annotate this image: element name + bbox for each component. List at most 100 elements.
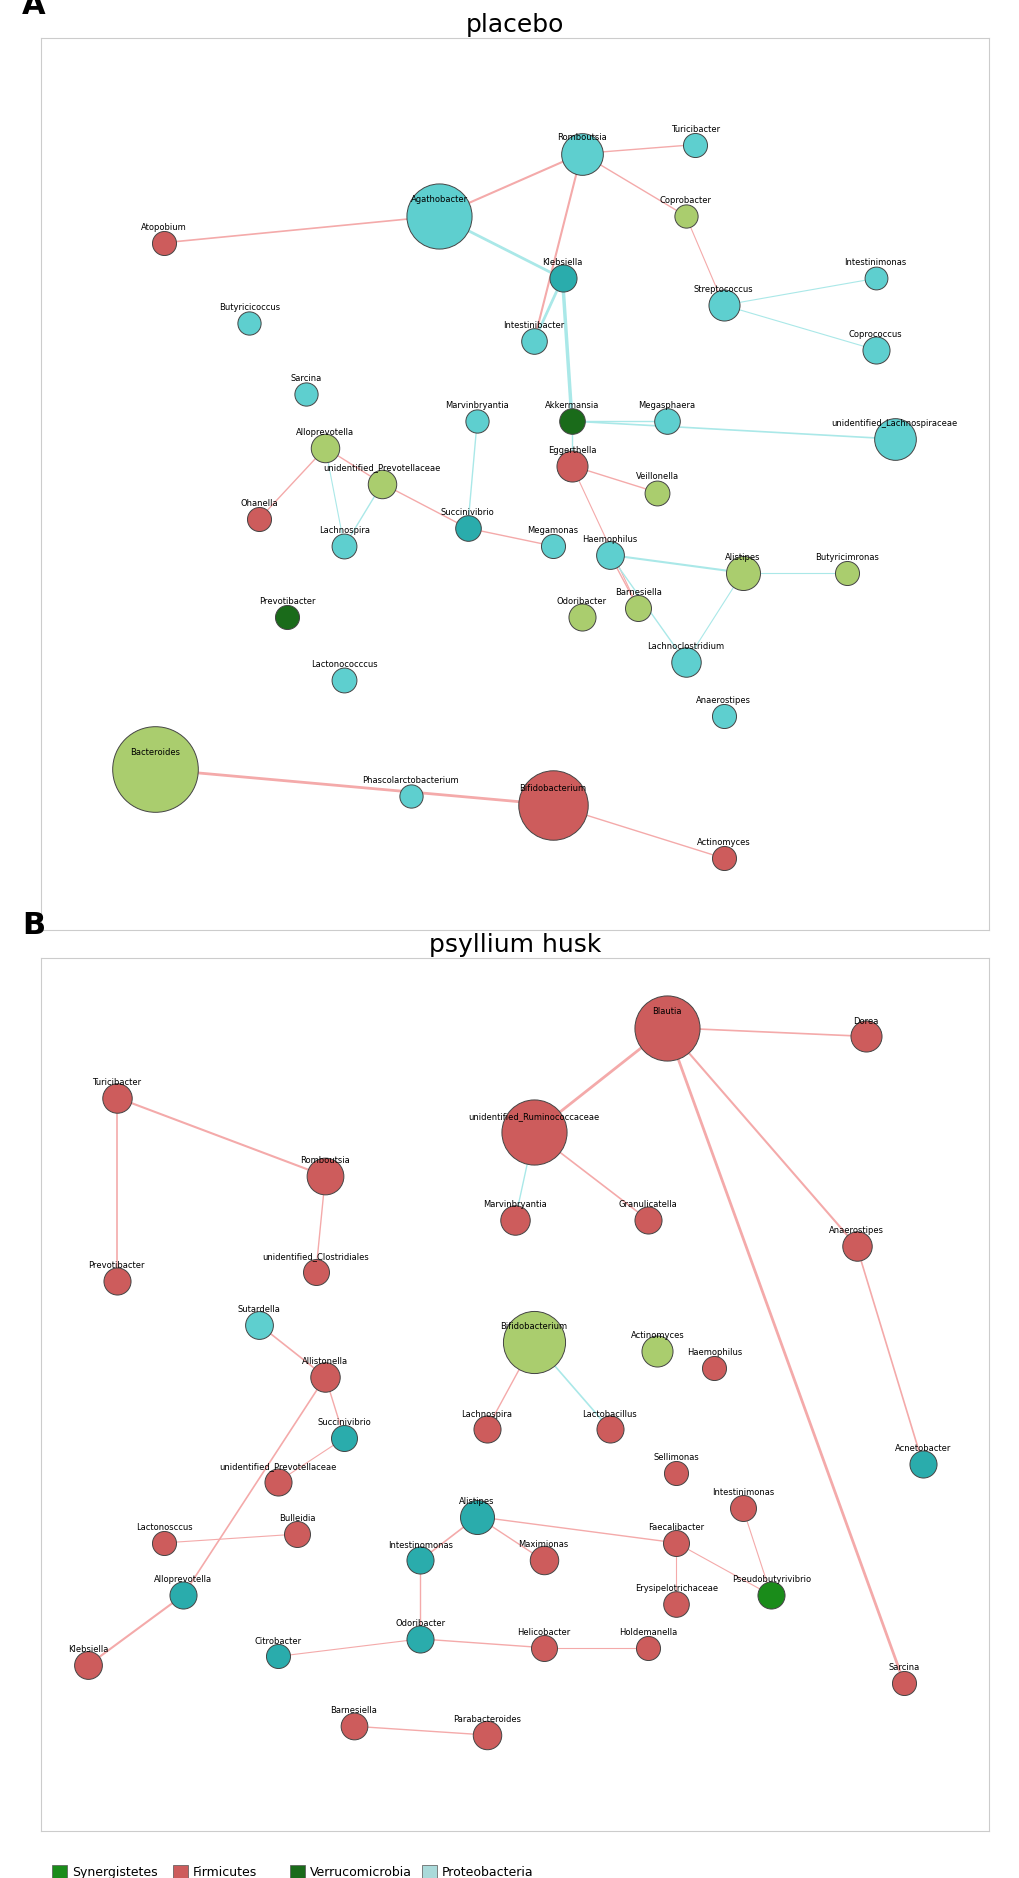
Text: Actinomyces: Actinomyces xyxy=(696,838,750,847)
Text: Odoribacter: Odoribacter xyxy=(556,597,606,607)
Point xyxy=(895,1668,911,1698)
Point xyxy=(81,1651,97,1681)
Point xyxy=(288,1519,305,1549)
Point xyxy=(412,1546,428,1576)
Text: Actinomyces: Actinomyces xyxy=(630,1332,684,1339)
Legend: Verrucomicrobia, Actinobacteria, Synergistetes, Bacteroidetes, Firmicutes, Prote: Verrucomicrobia, Actinobacteria, Synergi… xyxy=(47,960,512,1003)
Text: A: A xyxy=(21,0,46,19)
Text: Megamonas: Megamonas xyxy=(527,526,578,535)
Text: Haemophilus: Haemophilus xyxy=(686,1348,741,1358)
Text: Prevotibacter: Prevotibacter xyxy=(89,1260,145,1270)
Point xyxy=(601,541,618,571)
Point xyxy=(147,753,163,783)
Text: Allistonella: Allistonella xyxy=(302,1358,348,1365)
Text: Dorea: Dorea xyxy=(853,1016,878,1025)
Text: Ohanella: Ohanella xyxy=(239,500,277,509)
Text: Turicibacter: Turicibacter xyxy=(671,124,719,133)
Point xyxy=(658,1012,675,1042)
Text: unidentified_Lachnospiraceae: unidentified_Lachnospiraceae xyxy=(830,419,957,428)
Legend: Synergistetes, Actinobacteria, Firmicutes, Bacteroidetes, Verrucomicrobia, Prote: Synergistetes, Actinobacteria, Firmicute… xyxy=(47,1859,538,1878)
Point xyxy=(687,130,703,160)
Text: Romboutsia: Romboutsia xyxy=(556,133,605,143)
Point xyxy=(308,1256,324,1286)
Text: Bulleidia: Bulleidia xyxy=(278,1514,315,1523)
Text: Sellimonas: Sellimonas xyxy=(653,1454,699,1463)
Point xyxy=(478,1414,494,1444)
Text: Lactobacillus: Lactobacillus xyxy=(582,1410,637,1418)
Text: Bifidobacterium: Bifidobacterium xyxy=(500,1322,568,1332)
Text: Alistipes: Alistipes xyxy=(725,552,760,562)
Point xyxy=(715,843,732,873)
Text: Faecalibacter: Faecalibacter xyxy=(648,1523,704,1532)
Point xyxy=(279,603,296,633)
Text: Streptococcus: Streptococcus xyxy=(693,285,753,295)
Point xyxy=(317,1362,333,1392)
Text: Atopobium: Atopobium xyxy=(141,223,186,231)
Text: Marvinbryantia: Marvinbryantia xyxy=(445,402,508,409)
Text: Intestinimonas: Intestinimonas xyxy=(711,1487,773,1497)
Text: Klebsiella: Klebsiella xyxy=(68,1645,108,1655)
Text: Romboutsia: Romboutsia xyxy=(301,1157,350,1164)
Text: Haemophilus: Haemophilus xyxy=(582,535,637,545)
Text: Veillonella: Veillonella xyxy=(635,473,679,481)
Text: Succinivibrio: Succinivibrio xyxy=(440,509,494,516)
Text: Sutardella: Sutardella xyxy=(237,1305,280,1315)
Text: Klebsiella: Klebsiella xyxy=(542,259,582,267)
Point xyxy=(469,1502,485,1532)
Point xyxy=(251,503,267,533)
Point xyxy=(667,1529,684,1559)
Text: Anaerostipes: Anaerostipes xyxy=(696,695,751,704)
Text: Citrobacter: Citrobacter xyxy=(254,1636,302,1645)
Point xyxy=(848,1230,864,1260)
Point xyxy=(251,1309,267,1339)
Point xyxy=(526,1328,542,1358)
Point xyxy=(526,1117,542,1147)
Point xyxy=(506,1206,523,1236)
Text: Bacteroides: Bacteroides xyxy=(129,747,179,757)
Point xyxy=(298,379,314,409)
Point xyxy=(762,1579,779,1609)
Point xyxy=(242,308,258,338)
Point xyxy=(544,789,560,819)
Text: Megasphaera: Megasphaera xyxy=(638,402,695,409)
Point xyxy=(317,1161,333,1191)
Text: unidentified_Prevotellaceae: unidentified_Prevotellaceae xyxy=(219,1461,336,1470)
Point xyxy=(649,477,665,507)
Title: psyllium husk: psyllium husk xyxy=(429,933,600,958)
Point xyxy=(715,700,732,731)
Text: Marvinbryantia: Marvinbryantia xyxy=(483,1200,546,1209)
Point xyxy=(886,424,902,454)
Point xyxy=(857,1022,873,1052)
Text: Sarcina: Sarcina xyxy=(888,1662,919,1671)
Text: Blautia: Blautia xyxy=(651,1007,681,1016)
Point xyxy=(573,603,589,633)
Text: Barnesiella: Barnesiella xyxy=(330,1707,377,1715)
Point xyxy=(374,468,390,498)
Point xyxy=(705,1354,721,1384)
Point xyxy=(156,227,172,257)
Point xyxy=(336,1424,353,1454)
Text: Coprococcus: Coprococcus xyxy=(848,331,902,338)
Point xyxy=(544,531,560,562)
Point xyxy=(554,263,571,293)
Point xyxy=(630,593,646,623)
Text: Barnesiella: Barnesiella xyxy=(614,588,661,597)
Point xyxy=(269,1641,285,1671)
Point xyxy=(175,1579,192,1609)
Text: Alistipes: Alistipes xyxy=(459,1497,494,1506)
Text: Butyricimronas: Butyricimronas xyxy=(814,552,878,562)
Text: Lactonococccus: Lactonococccus xyxy=(311,659,377,669)
Text: Intestinomonas: Intestinomonas xyxy=(387,1540,452,1549)
Text: Bifidobacterium: Bifidobacterium xyxy=(519,785,586,793)
Text: Intestinibacter: Intestinibacter xyxy=(503,321,565,331)
Point xyxy=(108,1082,124,1112)
Text: Eggerthella: Eggerthella xyxy=(547,445,596,454)
Point xyxy=(573,139,589,169)
Text: unidentified_Ruminococcaceae: unidentified_Ruminococcaceae xyxy=(468,1112,599,1121)
Text: Succinivibrio: Succinivibrio xyxy=(317,1418,371,1427)
Text: Coprobacter: Coprobacter xyxy=(659,195,711,205)
Point xyxy=(431,201,447,231)
Text: Anaerostipes: Anaerostipes xyxy=(828,1226,883,1236)
Text: Parabacteroides: Parabacteroides xyxy=(452,1715,520,1724)
Text: Alloprevotella: Alloprevotella xyxy=(154,1576,212,1585)
